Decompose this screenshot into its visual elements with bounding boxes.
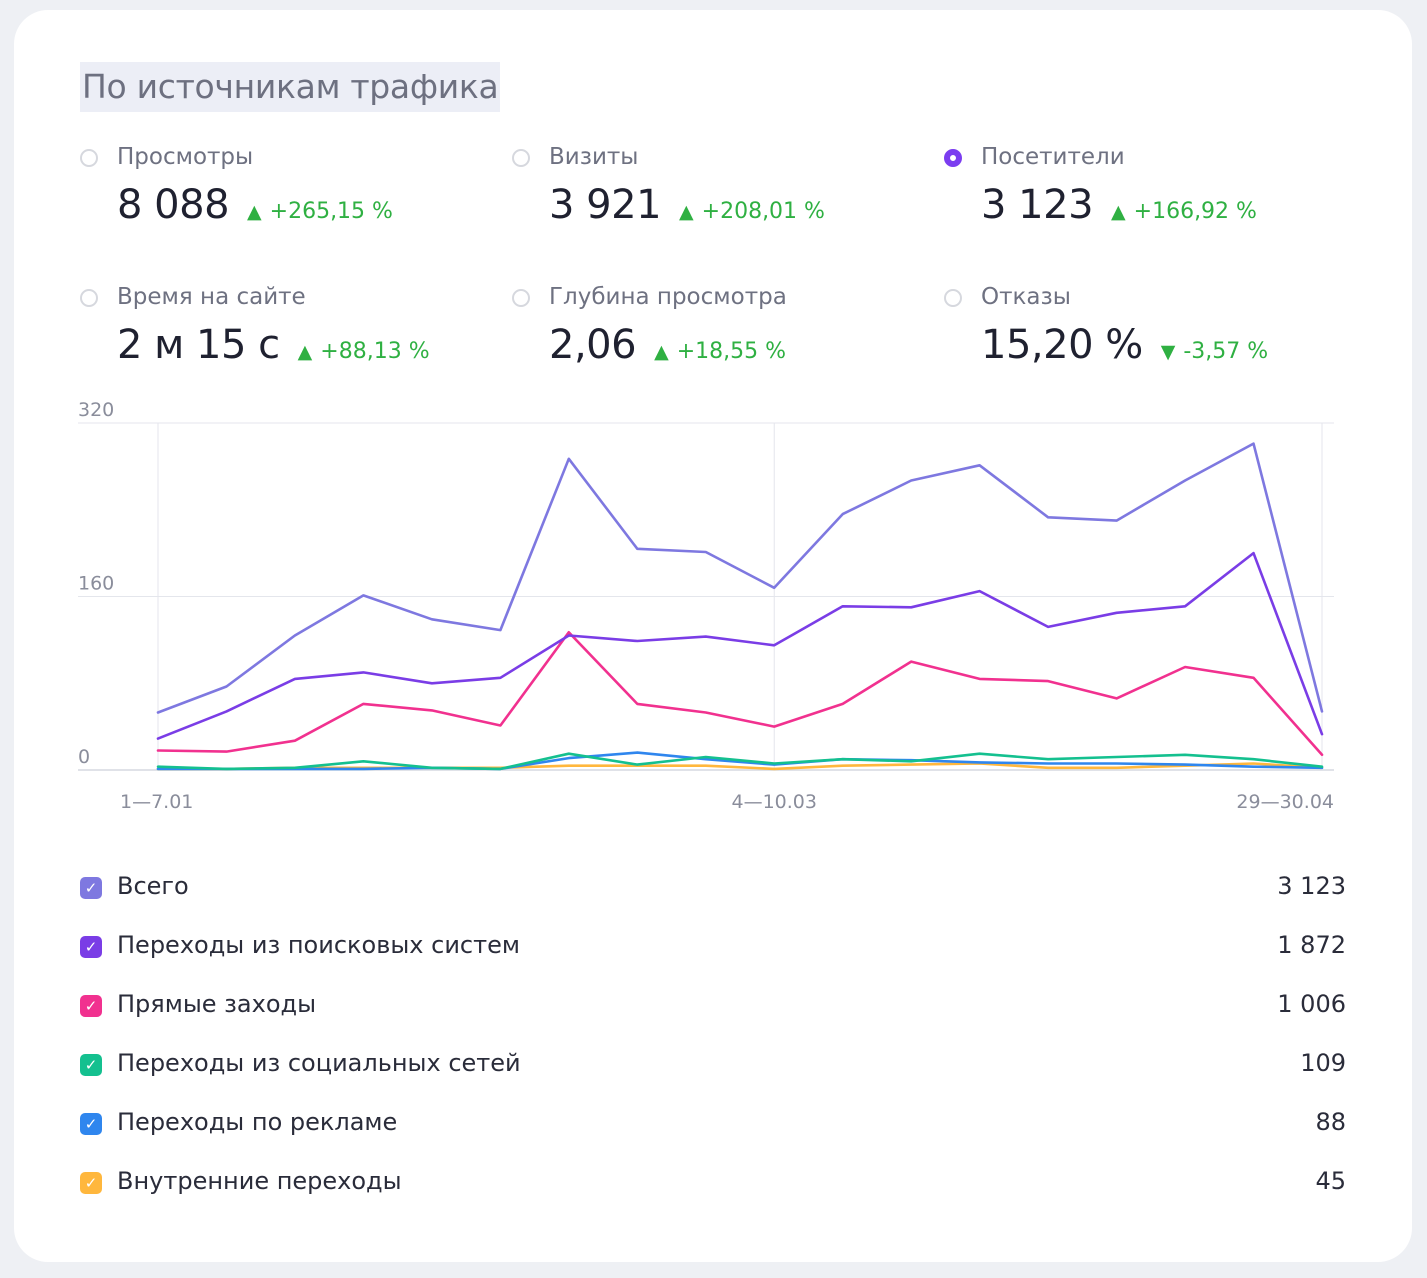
triangle-up-icon: ▲ — [247, 201, 262, 223]
legend-label: Всего — [117, 872, 189, 900]
metric-label: Глубина просмотра — [549, 284, 787, 310]
metric-radio[interactable] — [80, 149, 98, 167]
triangle-up-icon: ▲ — [679, 201, 694, 223]
x-tick-label: 4—10.03 — [731, 791, 816, 813]
metric-value: 8 088 — [117, 182, 230, 228]
series-line — [156, 630, 1324, 757]
metric-radio[interactable] — [944, 289, 962, 307]
triangle-up-icon: ▲ — [297, 341, 313, 363]
metric-delta: ▲ +88,13 % — [297, 339, 430, 364]
checkmark-icon: ✓ — [84, 1056, 98, 1074]
checkbox[interactable]: ✓ — [80, 995, 102, 1017]
triangle-down-icon: ▼ — [1160, 341, 1176, 363]
legend-total: 45 — [1315, 1167, 1346, 1195]
legend-total: 1 006 — [1277, 990, 1346, 1018]
legend-item-internal[interactable]: ✓ Внутренние переходы 45 — [80, 1163, 1346, 1203]
metric-delta: ▲ +18,55 % — [654, 339, 786, 364]
checkmark-icon: ✓ — [84, 1115, 98, 1133]
legend-total: 88 — [1315, 1108, 1346, 1136]
y-tick-label: 160 — [78, 573, 114, 595]
legend-total: 3 123 — [1277, 872, 1346, 900]
legend-item-search[interactable]: ✓ Переходы из поисковых систем 1 872 — [80, 927, 1346, 967]
checkbox[interactable]: ✓ — [80, 1054, 102, 1076]
legend-label: Прямые заходы — [117, 990, 317, 1018]
legend-label: Переходы из поисковых систем — [117, 931, 520, 959]
traffic-sources-card: По источникам трафика Просмотры 8 088 ▲ … — [14, 10, 1412, 1262]
checkmark-icon: ✓ — [84, 879, 98, 897]
metric-value: 15,20 % — [981, 322, 1143, 368]
legend-label: Переходы по рекламе — [117, 1108, 398, 1136]
traffic-line-chart: 0 160 320 1—7.01 4—10.03 29—30.04 — [78, 399, 1334, 813]
metric-delta: ▼ -3,57 % — [1160, 339, 1269, 364]
metric-visits[interactable]: Визиты 3 921 ▲ +208,01 % — [512, 144, 932, 244]
legend-total: 109 — [1300, 1049, 1346, 1077]
metric-label: Время на сайте — [117, 284, 306, 310]
legend-label: Внутренние переходы — [117, 1167, 402, 1195]
triangle-up-icon: ▲ — [1111, 201, 1126, 223]
legend-total: 1 872 — [1277, 931, 1346, 959]
checkmark-icon: ✓ — [84, 997, 98, 1015]
checkmark-icon: ✓ — [84, 1174, 98, 1192]
checkbox[interactable]: ✓ — [80, 1172, 102, 1194]
metric-value: 2,06 — [549, 322, 637, 368]
metric-label: Отказы — [981, 284, 1071, 310]
legend-label: Переходы из социальных сетей — [117, 1049, 521, 1077]
series-line — [156, 752, 1324, 771]
metric-bounce-rate[interactable]: Отказы 15,20 % ▼ -3,57 % — [944, 284, 1364, 384]
metric-label: Визиты — [549, 144, 639, 170]
legend-item-total[interactable]: ✓ Всего 3 123 — [80, 868, 1346, 908]
metric-delta: ▲ +166,92 % — [1111, 199, 1257, 224]
metric-page-depth[interactable]: Глубина просмотра 2,06 ▲ +18,55 % — [512, 284, 932, 384]
x-tick-label: 1—7.01 — [120, 791, 193, 813]
y-tick-label: 320 — [78, 399, 114, 421]
metric-pageviews[interactable]: Просмотры 8 088 ▲ +265,15 % — [80, 144, 500, 244]
metric-label: Просмотры — [117, 144, 254, 170]
metric-radio-selected[interactable] — [944, 149, 962, 167]
metric-label: Посетители — [981, 144, 1125, 170]
checkmark-icon: ✓ — [84, 938, 98, 956]
metric-time-on-site[interactable]: Время на сайте 2 м 15 с ▲ +88,13 % — [80, 284, 500, 384]
checkbox[interactable]: ✓ — [80, 936, 102, 958]
series-line — [156, 442, 1324, 714]
checkbox[interactable]: ✓ — [80, 877, 102, 899]
legend-item-direct[interactable]: ✓ Прямые заходы 1 006 — [80, 986, 1346, 1026]
metric-radio[interactable] — [80, 289, 98, 307]
triangle-up-icon: ▲ — [654, 341, 669, 363]
metric-value: 3 123 — [981, 182, 1094, 228]
metric-value: 3 921 — [549, 182, 662, 228]
legend-item-ads[interactable]: ✓ Переходы по рекламе 88 — [80, 1104, 1346, 1144]
metric-radio[interactable] — [512, 149, 530, 167]
checkbox[interactable]: ✓ — [80, 1113, 102, 1135]
x-tick-label: 29—30.04 — [1236, 791, 1334, 813]
metric-delta: ▲ +208,01 % — [679, 199, 825, 224]
metric-value: 2 м 15 с — [117, 322, 280, 368]
legend-item-social[interactable]: ✓ Переходы из социальных сетей 109 — [80, 1045, 1346, 1085]
series-line — [156, 551, 1324, 740]
metric-visitors[interactable]: Посетители 3 123 ▲ +166,92 % — [944, 144, 1364, 244]
card-title: По источникам трафика — [80, 62, 501, 112]
y-tick-label: 0 — [78, 746, 90, 768]
metric-radio[interactable] — [512, 289, 530, 307]
metric-delta: ▲ +265,15 % — [247, 199, 393, 224]
series-line — [156, 751, 1324, 771]
